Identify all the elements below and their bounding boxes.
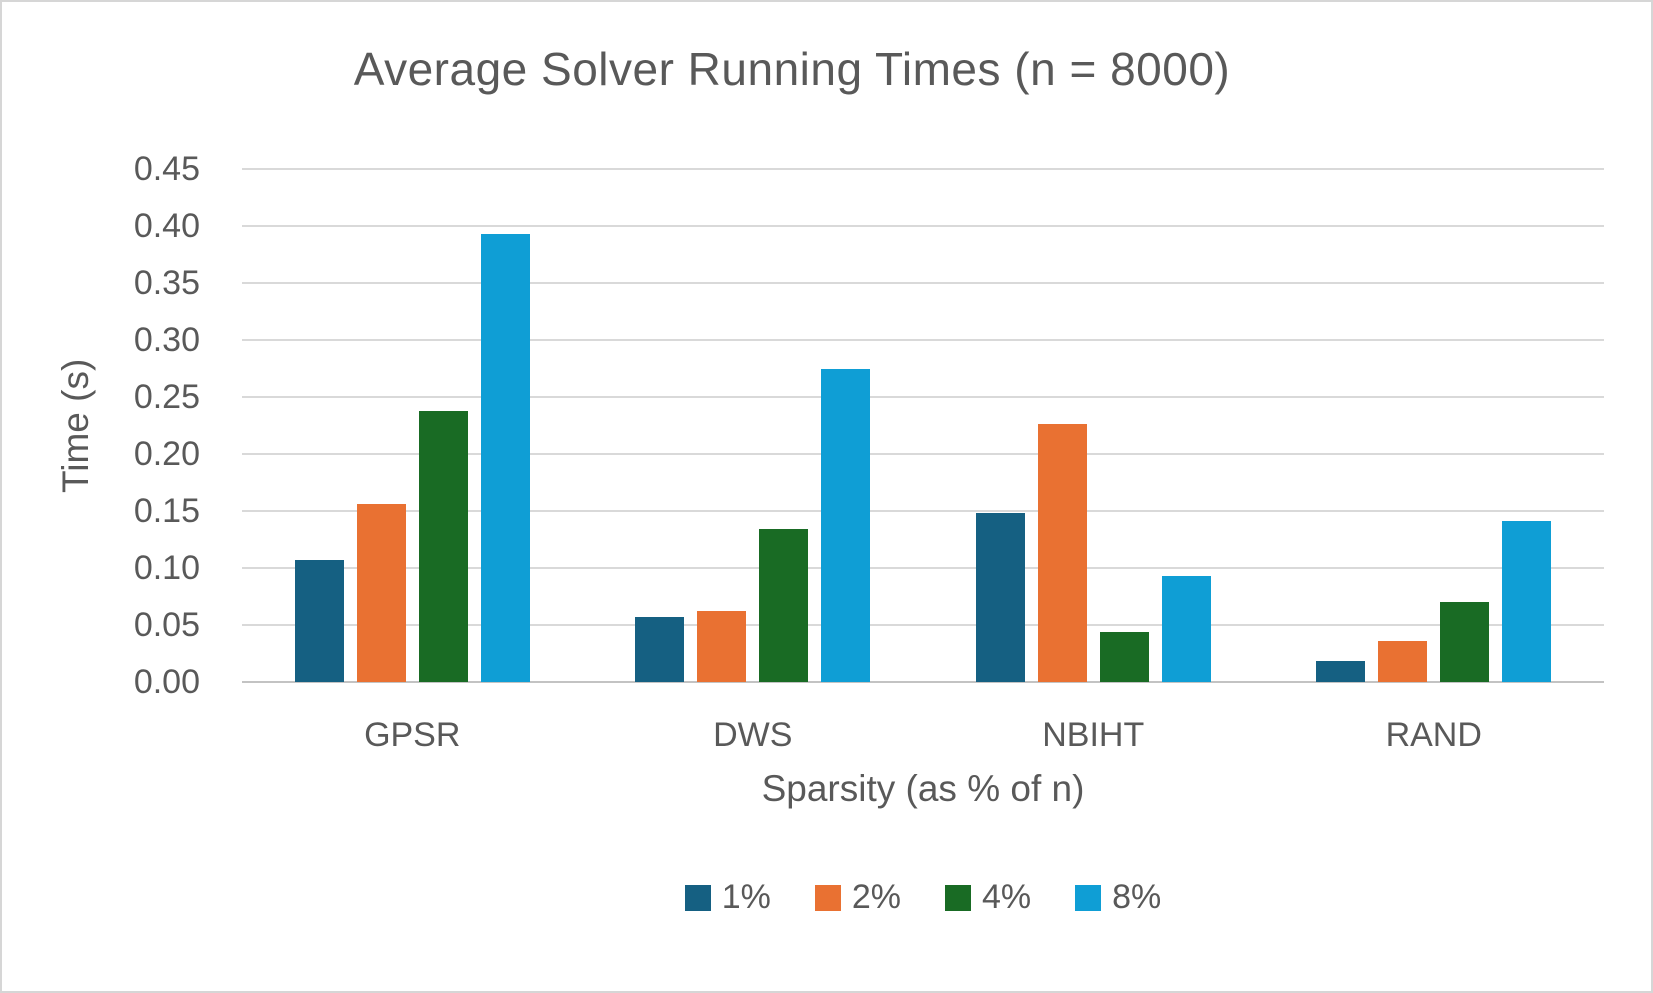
gridline: [242, 225, 1604, 227]
bar-gpsr-1%: [294, 560, 344, 682]
legend-label: 8%: [1112, 878, 1162, 916]
bar-gpsr-8%: [480, 233, 530, 682]
bar-nbiht-1%: [975, 513, 1025, 682]
y-tick-label: 0.35: [133, 264, 200, 302]
bar-dws-1%: [635, 617, 685, 682]
y-tick-label: 0.10: [133, 549, 200, 587]
bar-nbiht-4%: [1099, 631, 1149, 682]
bar-group-nbiht: [923, 169, 1264, 682]
legend-label: 2%: [851, 878, 901, 916]
y-tick-label: 0.30: [133, 321, 200, 359]
bar-rand-4%: [1440, 602, 1490, 682]
gridline: [242, 453, 1604, 455]
bar-group-gpsr: [242, 169, 583, 682]
y-tick-label: 0.45: [133, 150, 200, 188]
bar-rand-8%: [1502, 521, 1552, 682]
legend-item-1%: 1%: [684, 878, 771, 917]
bar-gpsr-2%: [356, 504, 406, 682]
chart-title: Average Solver Running Times (n = 8000): [353, 43, 1231, 95]
plot-area: [242, 168, 1604, 683]
gridline: [242, 510, 1604, 512]
x-tick-label-gpsr: GPSR: [364, 716, 461, 754]
x-axis-line: [242, 681, 1604, 683]
bar-groups: [242, 169, 1604, 682]
legend-label: 4%: [982, 878, 1032, 916]
y-tick-label: 0.00: [133, 663, 200, 701]
legend-swatch-icon: [945, 884, 971, 911]
bar-dws-4%: [759, 529, 809, 682]
bar-group-dws: [583, 169, 924, 682]
y-axis-tick-labels: 0.00 0.05 0.10 0.15 0.20 0.25 0.30 0.35 0.40 0.45: [2, 150, 200, 701]
gridline: [242, 168, 1604, 170]
y-tick-label: 0.05: [133, 606, 200, 644]
bar-nbiht-8%: [1161, 575, 1211, 682]
bar-rand-1%: [1316, 661, 1366, 682]
x-tick-label-nbiht: NBIHT: [1042, 716, 1145, 754]
bar-gpsr-4%: [418, 410, 468, 682]
bar-rand-2%: [1378, 640, 1428, 682]
legend-label: 1%: [721, 878, 771, 916]
x-tick-label-dws: DWS: [713, 716, 793, 754]
y-tick-label: 0.25: [133, 378, 200, 416]
gridline: [242, 339, 1604, 341]
legend-item-4%: 4%: [945, 878, 1031, 917]
legend-item-2%: 2%: [814, 878, 901, 917]
legend-swatch-icon: [814, 884, 841, 911]
legend: 1% 2% 4% 8%: [242, 878, 1604, 917]
bar-nbiht-2%: [1037, 424, 1087, 682]
bar-group-rand: [1264, 169, 1605, 682]
x-axis-title: Sparsity (as % of n): [761, 768, 1085, 809]
x-tick-label-rand: RAND: [1385, 716, 1482, 754]
legend-item-8%: 8%: [1075, 878, 1161, 917]
y-tick-label: 0.15: [133, 492, 200, 530]
gridline: [242, 396, 1604, 398]
y-tick-label: 0.20: [133, 435, 200, 473]
bar-dws-8%: [821, 368, 871, 682]
legend-swatch-icon: [684, 884, 711, 911]
x-axis-tick-labels: GPSR DWS NBIHT RAND: [242, 716, 1604, 755]
bar-dws-2%: [697, 611, 747, 682]
y-tick-label: 0.40: [133, 207, 200, 245]
gridline: [242, 624, 1604, 626]
gridline: [242, 567, 1604, 569]
legend-swatch-icon: [1075, 884, 1102, 911]
gridline: [242, 282, 1604, 284]
